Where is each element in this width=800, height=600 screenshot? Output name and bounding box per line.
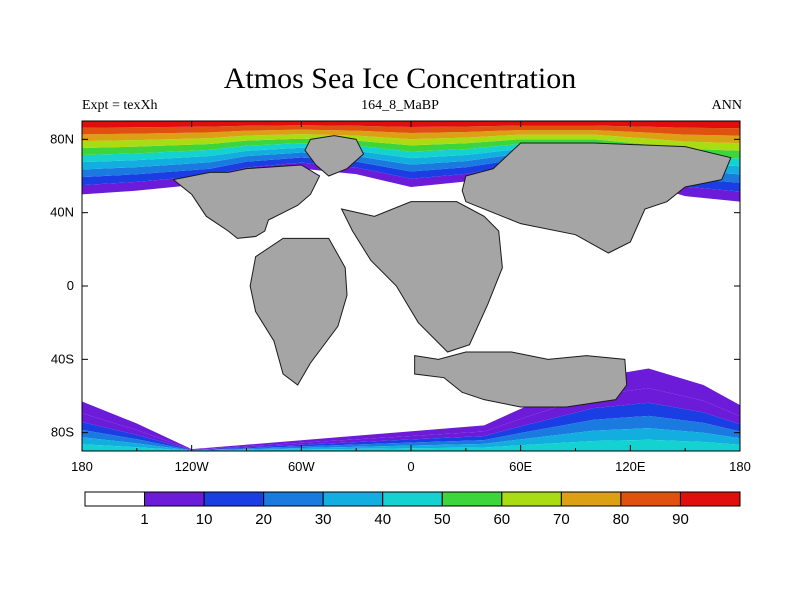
colorbar-swatch: [322, 491, 384, 507]
colorbar-swatch: [501, 491, 562, 507]
north-ice-band: [82, 129, 740, 144]
colorbar-label: 70: [553, 511, 570, 528]
colorbar-swatch: [203, 491, 265, 507]
colorbar-label: 20: [255, 511, 272, 528]
subtitle-case: 164_8_MaBP: [361, 98, 439, 113]
map-plot-area: [82, 121, 740, 451]
y-tick-label: 80N: [50, 131, 74, 146]
x-tick-label: 60W: [288, 459, 315, 474]
land-africa: [340, 201, 503, 353]
colorbar: 1 10 20 30 40 50 60 70 80 90: [84, 491, 741, 528]
colorbar-label: 10: [196, 511, 213, 528]
north-ice-band: [82, 143, 740, 167]
x-tick-label: 120W: [175, 459, 210, 474]
colorbar-label: 90: [672, 511, 689, 528]
x-tick-label: 180: [729, 459, 751, 474]
x-tick-label: 60E: [509, 459, 532, 474]
colorbar-swatch: [620, 491, 681, 507]
y-tick-label: 80S: [51, 425, 74, 440]
x-tick-label: 0: [407, 459, 414, 474]
subtitle-season: ANN: [711, 98, 742, 113]
north-ice-band: [82, 125, 740, 136]
land-antarctica-australia: [414, 351, 628, 408]
colorbar-swatch: [560, 491, 622, 507]
south-ice-band: [82, 402, 740, 451]
colorbar-label: 60: [493, 511, 510, 528]
land-greenland: [304, 135, 365, 177]
chart-title: Atmos Sea Ice Concentration: [223, 62, 577, 95]
x-tick-label: 180: [71, 459, 93, 474]
land-north-america: [172, 164, 321, 239]
y-tick-label: 40S: [51, 351, 74, 366]
north-ice-band: [82, 152, 740, 183]
colorbar-swatch: [679, 491, 741, 507]
colorbar-label: 30: [315, 511, 332, 528]
south-ice-band: [82, 428, 740, 451]
colorbar-swatch: [441, 491, 503, 507]
y-tick-label: 0: [67, 278, 74, 293]
land-south-america: [249, 237, 348, 386]
colorbar-swatch: [84, 491, 146, 507]
colorbar-swatch: [263, 491, 324, 507]
colorbar-swatch: [382, 491, 443, 507]
y-tick-label: 40N: [50, 205, 74, 220]
subtitle-experiment: Expt = texXh: [82, 98, 158, 113]
map-axes: 180 120W 60W 0 60E 120E 180 80N 40N 0 40S 80S: [50, 121, 751, 474]
colorbar-label: 40: [374, 511, 391, 528]
colorbar-label: 80: [613, 511, 630, 528]
land-eurasia: [461, 142, 732, 254]
north-ice-band: [82, 147, 740, 175]
north-ice-band: [82, 134, 740, 151]
x-tick-label: 120E: [615, 459, 646, 474]
colorbar-label: 1: [140, 511, 148, 528]
north-ice-band: [82, 157, 740, 192]
south-ice-band: [82, 415, 740, 451]
colorbar-swatch: [144, 491, 205, 507]
colorbar-label: 50: [434, 511, 451, 528]
